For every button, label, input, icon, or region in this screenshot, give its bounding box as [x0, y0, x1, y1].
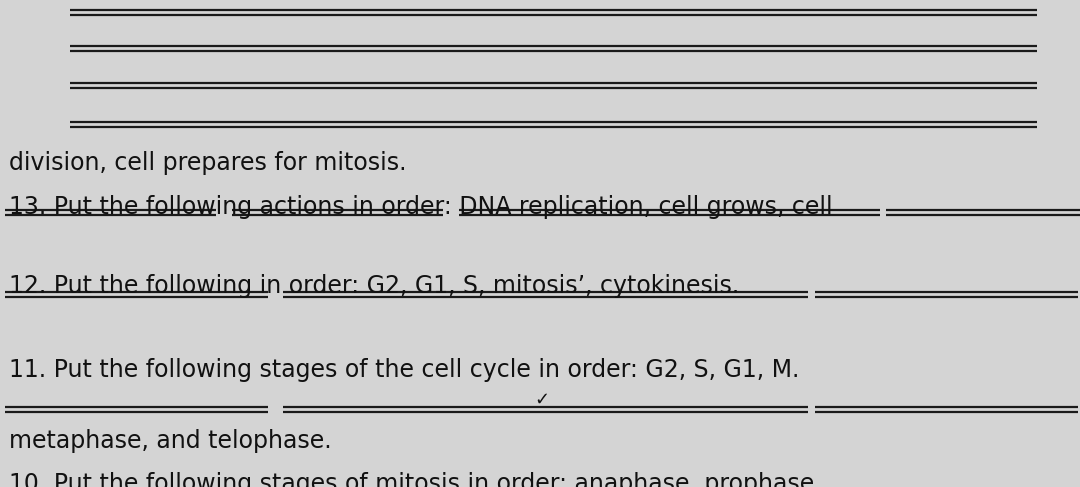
Text: 11. Put the following stages of the cell cycle in order: G2, S, G1, M.: 11. Put the following stages of the cell…	[9, 358, 799, 382]
Text: ✓: ✓	[535, 391, 550, 409]
Text: 10. Put the following stages of mitosis in order: anaphase, prophase,: 10. Put the following stages of mitosis …	[9, 472, 821, 487]
Text: 12. Put the following in order: G2, G1, S, mitosis’, cytokinesis.: 12. Put the following in order: G2, G1, …	[9, 274, 739, 298]
Text: division, cell prepares for mitosis.: division, cell prepares for mitosis.	[9, 151, 406, 175]
Text: 13. Put the following actions in order: DNA replication, cell grows, cell: 13. Put the following actions in order: …	[9, 195, 833, 219]
Text: metaphase, and telophase.: metaphase, and telophase.	[9, 429, 332, 452]
